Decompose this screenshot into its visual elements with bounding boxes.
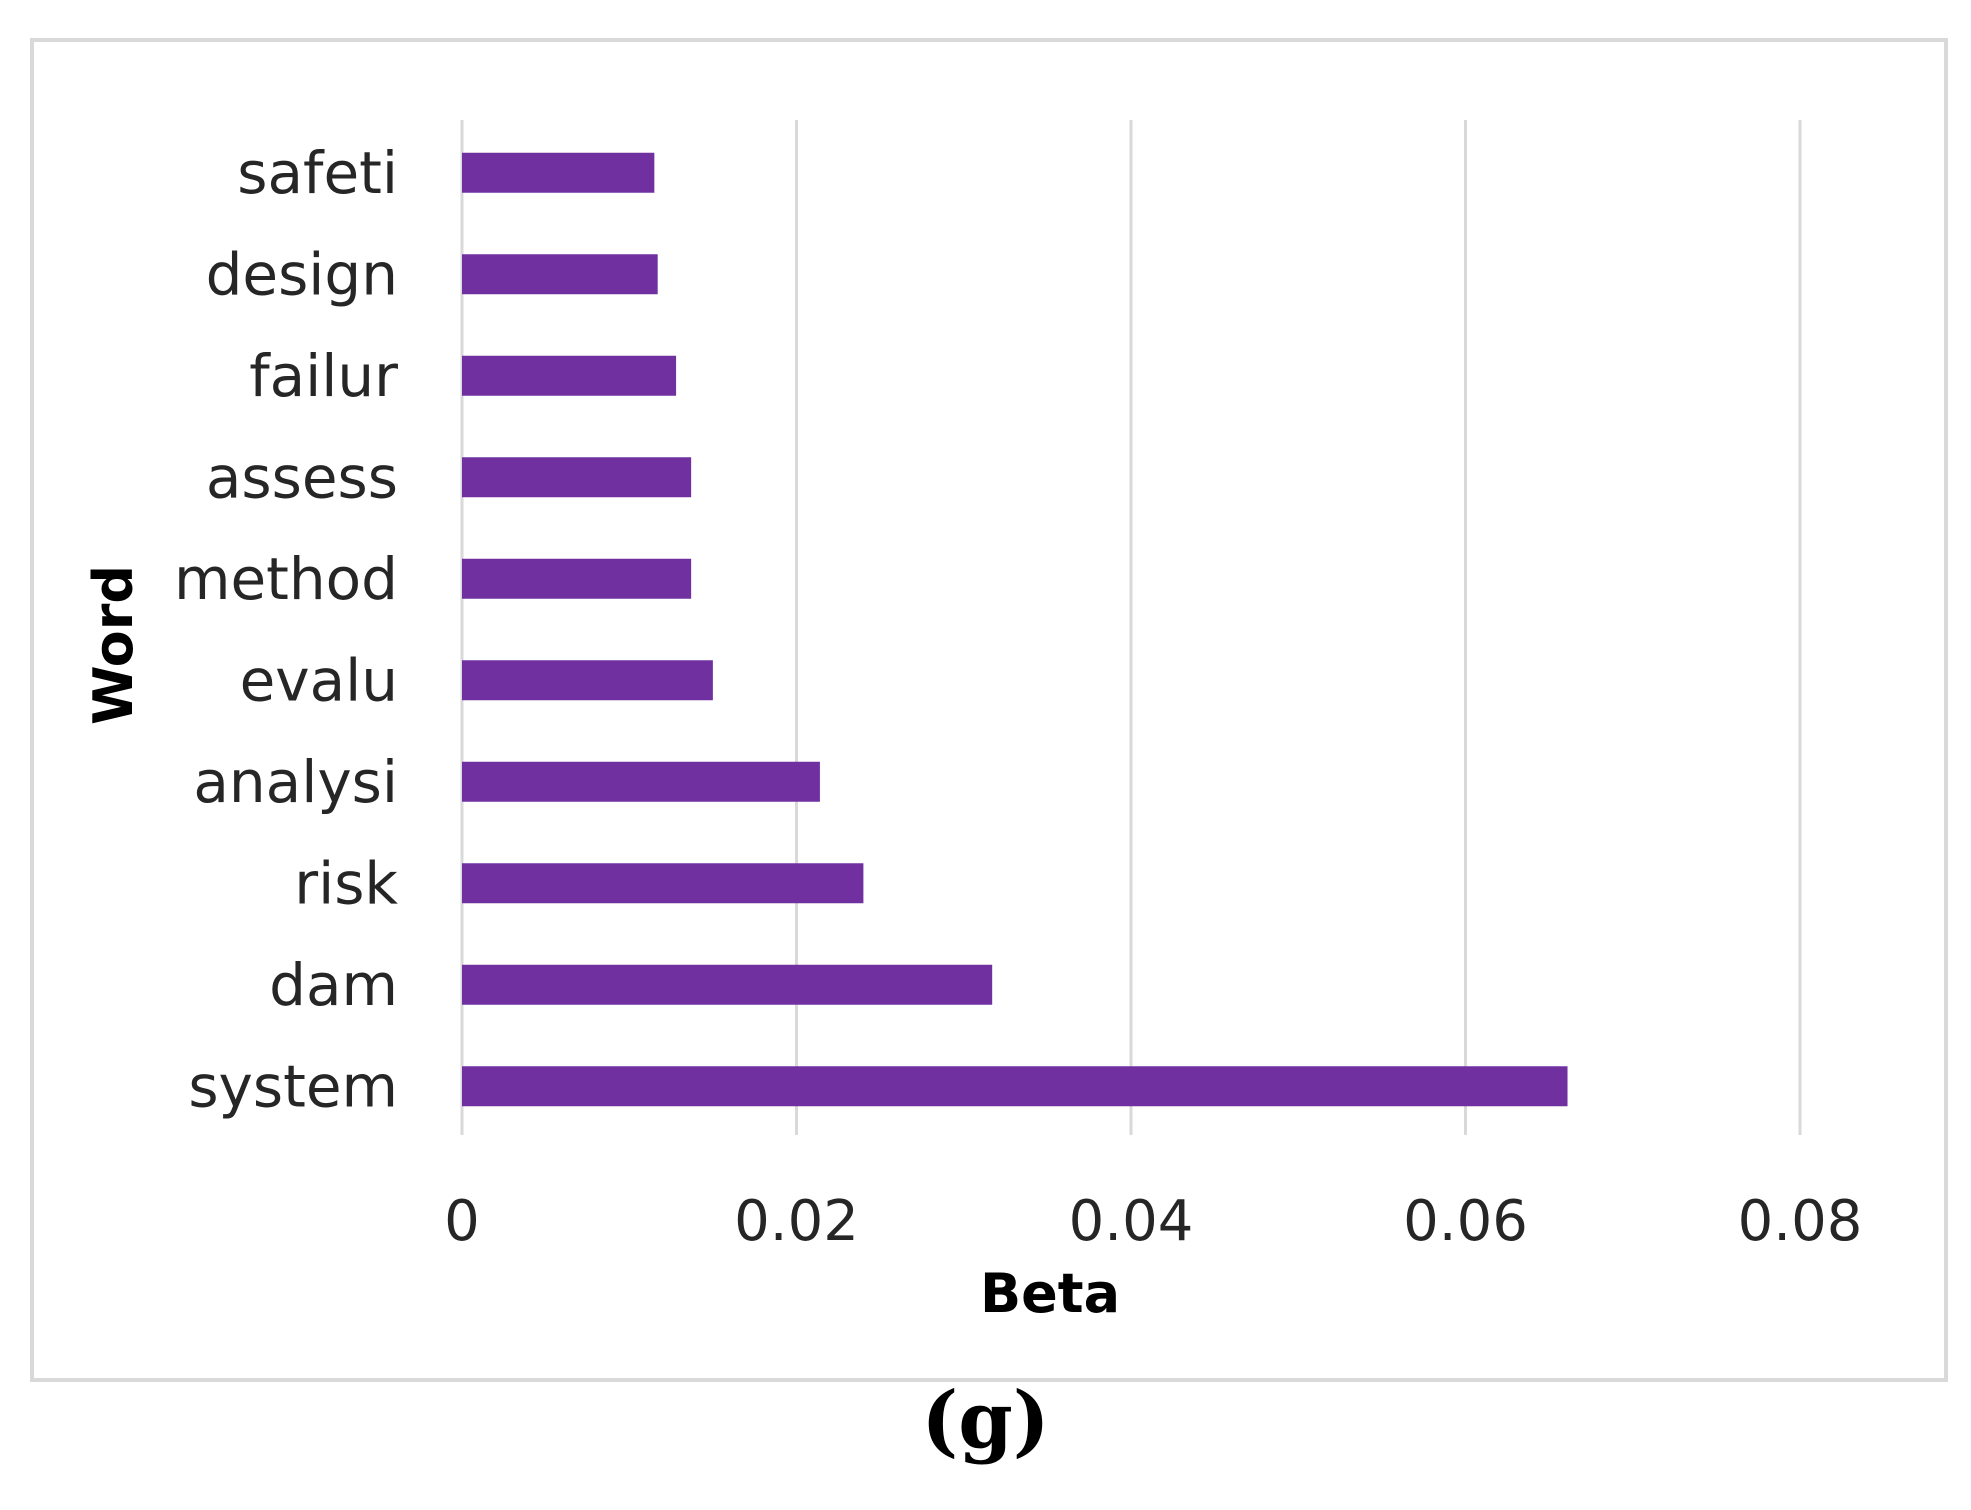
chart-frame [30, 38, 1948, 1382]
x-axis-title: Beta [980, 1262, 1120, 1325]
bar-failur [462, 355, 677, 396]
category-label: design [206, 240, 398, 308]
category-label: failur [249, 342, 398, 410]
bar-analysi [462, 761, 820, 802]
bar-safeti [462, 152, 655, 193]
bar-system [462, 1066, 1568, 1107]
bars [462, 152, 1568, 1107]
bar-risk [462, 863, 864, 904]
x-tick-label: 0.06 [1403, 1189, 1528, 1254]
bar-evalu [462, 660, 713, 701]
bar-design [462, 254, 658, 295]
x-tick-labels: 0 0.02 0.04 0.06 0.08 [444, 1189, 1862, 1254]
bar-method [462, 558, 692, 599]
x-tick-label: 0.02 [734, 1189, 859, 1254]
x-tick-label: 0.04 [1069, 1189, 1194, 1254]
category-label: risk [294, 849, 398, 917]
category-label: dam [269, 951, 398, 1019]
panel-label: (g) [921, 1375, 1050, 1466]
y-axis-title: Word [82, 565, 145, 725]
category-label: assess [206, 443, 398, 511]
x-tick-label: 0 [444, 1189, 480, 1254]
bar-dam [462, 964, 993, 1005]
x-tick-label: 0.08 [1738, 1189, 1863, 1254]
category-label: safeti [237, 139, 398, 207]
category-label: system [188, 1052, 398, 1120]
category-label: analysi [193, 748, 398, 816]
category-labels: safeti design failur assess method evalu analy… [174, 139, 398, 1121]
category-label: evalu [240, 646, 398, 714]
bar-assess [462, 457, 692, 498]
category-label: method [174, 545, 398, 613]
